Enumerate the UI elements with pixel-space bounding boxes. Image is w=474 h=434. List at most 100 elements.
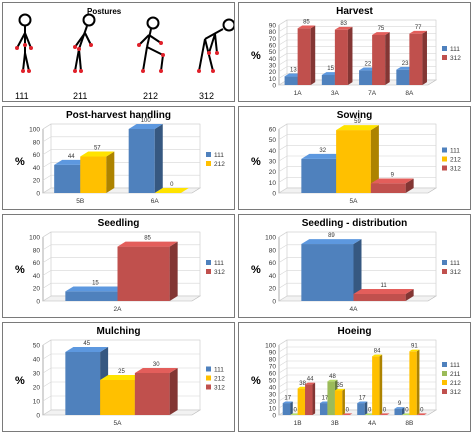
legend-label: 312 [450,55,461,62]
plot-mulching: 0 10 20 30 40 50% 45 25 30 5A [15,339,202,427]
bar-top [336,125,379,131]
legend-swatch [442,165,447,171]
category-label: 4A [350,306,359,313]
data-label: 15 [327,66,334,72]
legend-mulching: 111 212 312 [206,366,225,392]
bar-top [416,413,427,415]
postures-title: Postures [87,7,122,16]
bar-front [65,352,101,415]
bar-top [297,25,316,29]
data-label: 15 [92,280,99,286]
bar-top [353,289,414,294]
legend-swatch [442,380,447,385]
y-tick-label: 50 [269,378,277,385]
legend-label: 111 [450,46,460,53]
y-tick-label: 20 [269,286,277,293]
legend-label: 212 [214,161,225,168]
bar-front [353,293,406,301]
bar-front [100,380,135,415]
bar-front [334,390,343,415]
gridline [278,231,436,238]
bar-side [290,401,293,415]
data-label: 83 [340,21,347,27]
chart-panel-post-harvest: Post-harvest handling 0 20 40 60 80 100% 44 57 5… [2,106,235,210]
y-tick-label: 60 [33,260,41,267]
data-label: 17 [359,395,366,401]
category-label: 1A [294,90,303,97]
bar-hoeing-1B-111: 17 [282,395,293,415]
chart-panel-harvest: Harvest 0 10 20 30 40 50 60 70 80 90% 13 85 1A 15 83 3A… [238,2,471,102]
bar-side [106,151,115,193]
bar-front [128,129,155,193]
chart-title-sowing: Sowing [336,110,373,121]
category-label: 8B [405,420,413,427]
legend-swatch [206,260,211,265]
bar-top [370,178,414,184]
y-tick-label: 30 [269,392,277,399]
y-tick-label: 80 [269,357,277,364]
y-tick-label: 40 [33,165,41,172]
gridline [278,353,436,360]
y-axis-label: % [15,375,25,387]
y-tick-label: 40 [33,357,41,364]
legend-label: 111 [214,260,224,267]
bar-hoeing-3B-212: 35 [334,383,345,415]
y-tick-label: 40 [269,56,277,63]
y-tick-label: 50 [33,343,41,350]
posture-code-111: 111 [15,91,29,101]
bar-top [409,349,420,352]
data-label: 77 [415,25,422,31]
legend-label: 111 [450,148,460,155]
bar-front [297,28,311,85]
bar-harvest-7A-312: 75 [372,26,390,85]
gridline [278,19,436,26]
bar-sowing-5A-312: 9 [370,172,414,193]
gridline [42,123,200,130]
data-label: 17 [284,395,291,401]
bar-front [409,351,417,415]
y-tick-label: 40 [269,273,277,280]
data-label: 17 [322,395,329,401]
bar-top [128,124,163,129]
bar-hoeing-4A-312: 0 [379,407,390,415]
bar-seedling-distribution-4A-312: 11 [353,283,414,301]
y-tick-label: 30 [269,159,277,166]
category-label: 6A [151,198,160,205]
legend-label: 111 [450,362,460,369]
y-tick-label: 60 [269,43,277,50]
plot-post-harvest: 0 20 40 60 80 100% 44 57 5B 100 0 6A [15,118,202,205]
y-tick-label: 70 [269,36,277,43]
y-tick-label: 60 [33,152,41,159]
gridline [42,339,200,346]
legend-label: 111 [214,152,224,159]
data-label: 84 [374,349,381,355]
legend-swatch [442,260,447,265]
y-tick-label: 0 [36,191,40,198]
posture-figure-212 [138,16,164,72]
category-label: 8A [405,90,414,97]
data-label: 30 [153,362,160,368]
y-tick-label: 100 [265,343,276,350]
category-label: 3B [331,420,339,427]
category-label: 5A [114,420,123,427]
bar-front [301,158,337,193]
category-label: 1B [294,420,302,427]
bar-top [100,375,143,380]
y-tick-label: 50 [269,137,277,144]
bar-harvest-1A-312: 85 [297,20,316,85]
bar-front [301,244,354,301]
bar-hoeing-8B-111: 9 [394,401,405,415]
legend-label: 111 [214,367,224,374]
gridline [278,367,436,374]
legend-label: 111 [450,260,460,267]
bar-top [394,407,405,409]
posture-figure-111 [16,13,32,72]
legend-label: 312 [214,385,225,392]
y-tick-label: 80 [33,139,41,146]
bar-front [396,69,410,85]
bar-harvest-3A-312: 83 [334,21,353,86]
legend-label: 212 [450,157,461,164]
bar-front [319,403,328,415]
gridline [278,270,436,276]
